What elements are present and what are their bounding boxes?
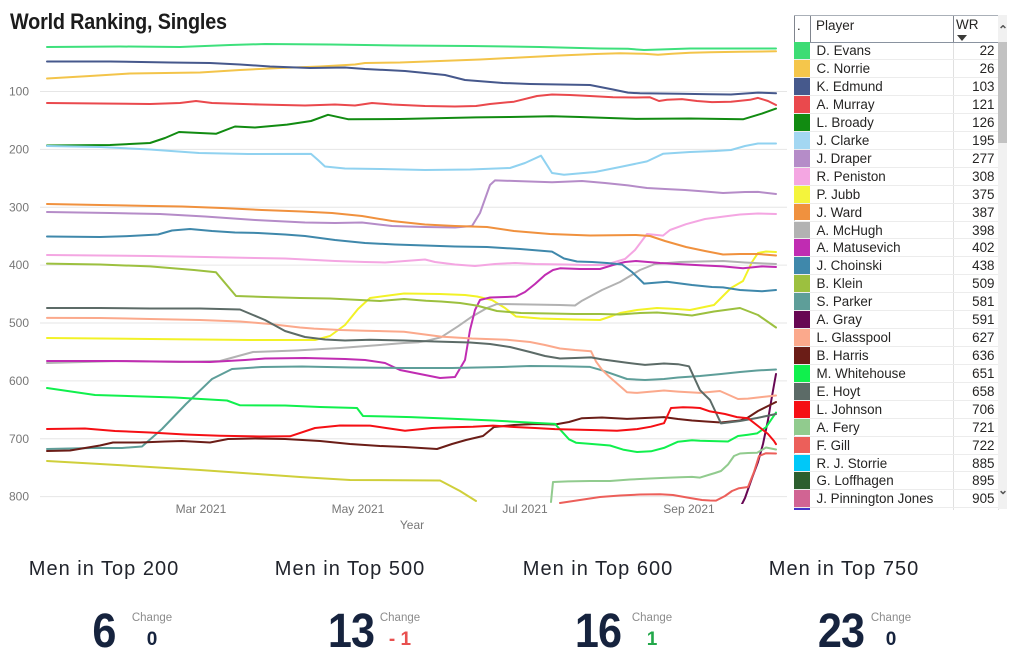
svg-text:200: 200: [9, 142, 29, 156]
svg-text:300: 300: [9, 200, 29, 214]
svg-text:Mar 2021: Mar 2021: [176, 502, 227, 516]
svg-text:400: 400: [9, 258, 29, 272]
svg-text:Year: Year: [400, 518, 424, 532]
svg-text:Jul 2021: Jul 2021: [502, 502, 548, 516]
svg-text:May 2021: May 2021: [332, 502, 385, 516]
svg-text:Sep 2021: Sep 2021: [663, 502, 715, 516]
svg-text:600: 600: [9, 374, 29, 388]
svg-text:700: 700: [9, 432, 29, 446]
svg-text:500: 500: [9, 316, 29, 330]
svg-text:800: 800: [9, 490, 29, 504]
svg-text:100: 100: [9, 85, 29, 99]
